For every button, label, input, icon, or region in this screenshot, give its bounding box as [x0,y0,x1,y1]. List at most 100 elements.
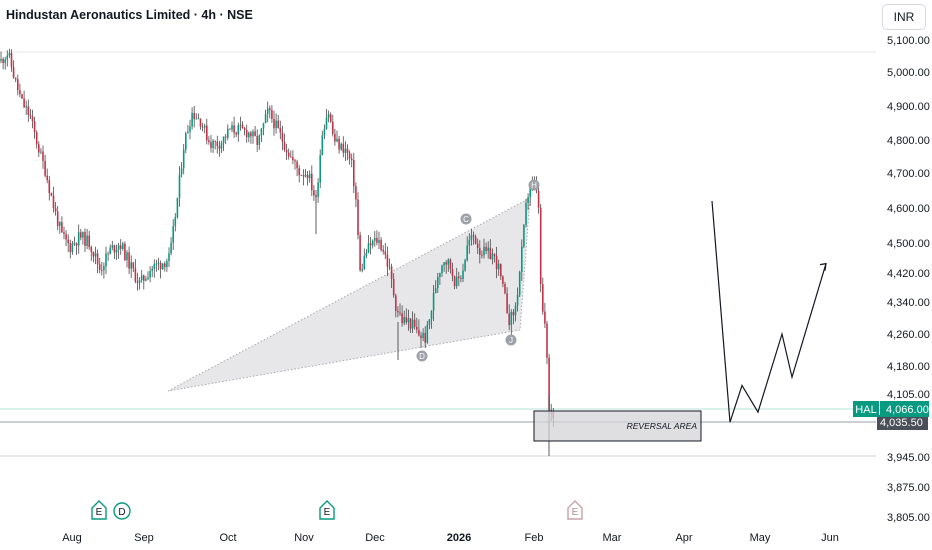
candle [243,128,246,130]
candle [92,252,95,257]
price-axis-bg [877,0,932,550]
price-tick-label: 4,700.00 [887,168,930,180]
candle [132,262,135,269]
reversal-area-box[interactable]: REVERSAL AREA [533,410,702,442]
candle [266,108,269,114]
candle [168,253,170,262]
earnings-icon[interactable]: E [567,500,583,520]
candle [334,133,336,142]
candle [117,245,120,250]
candle [466,245,468,261]
reversal-area-rect[interactable] [533,410,702,442]
candle [50,192,53,196]
candle [422,333,424,339]
projection-line[interactable] [711,200,827,423]
candle [42,151,44,161]
time-tick-label: May [750,532,771,544]
candle [197,118,200,120]
price-tick-label: 5,000.00 [887,67,930,79]
event-marker-letter: E [572,507,579,518]
candle [411,319,414,329]
candle [10,53,13,67]
candle [113,245,116,253]
candle [458,276,460,279]
time-tick-label: Feb [525,532,544,544]
candle [338,138,340,150]
candle [96,253,99,265]
candle [19,90,21,95]
candle [327,114,330,118]
candle [77,232,80,246]
candle [537,190,540,208]
candle [0,59,2,61]
candle [241,124,244,129]
pattern-point-c: C [460,213,472,225]
candle [487,247,489,251]
earnings-marker-shape [567,500,583,520]
candle [203,125,206,128]
candle [73,243,76,244]
candle [311,173,313,191]
candle [180,168,183,175]
time-tick-label: Aug [62,532,82,544]
candle [220,142,223,149]
price-tick-label: 5,100.00 [887,35,930,47]
candle [212,140,214,148]
candle [155,263,158,265]
candle [56,211,59,226]
projection-path[interactable] [711,200,827,423]
candle [359,235,361,271]
time-axis[interactable]: Aug Sep Oct Nov Dec 2026 Feb Mar Apr May Jun [62,532,839,544]
earnings-icon[interactable]: E [91,500,107,520]
candle [445,262,447,265]
candle [510,312,513,325]
candle [407,318,410,323]
candle [218,146,221,149]
candle [214,140,216,142]
candle [321,135,324,156]
chart-title: Hindustan Aeronautics Limited · 4h · NSE [6,8,253,22]
price-tick-label: 4,180.00 [887,361,930,373]
currency-button[interactable]: INR [882,4,926,30]
candle [6,55,9,60]
candle [122,243,124,249]
candle [258,135,261,145]
candle [71,243,74,253]
candle [189,126,191,132]
candle [302,175,305,177]
candle [191,112,193,127]
candle [304,175,307,177]
earnings-marker-shape [319,500,335,520]
symbol-tag-label: HAL [855,404,876,416]
time-tick-label: Dec [365,532,385,544]
candle [395,295,397,311]
price-axis[interactable]: 5,100.00 5,000.00 4,900.00 4,800.00 4,700.00… [853,0,932,550]
candle [497,263,500,270]
candle [283,141,286,150]
candle [296,161,298,169]
candle [399,312,401,314]
candle [157,262,160,264]
price-tick-label: 3,945.00 [887,452,930,464]
candle [86,235,88,246]
candle [235,132,237,135]
candle [516,295,519,306]
candle [54,208,57,212]
candle [495,255,498,270]
candle [107,253,109,255]
dividend-icon[interactable]: D [113,502,131,520]
candle [17,79,19,91]
candle [25,106,27,108]
candle [256,136,258,145]
candle [409,318,412,329]
candle [437,276,439,288]
candle [94,253,97,257]
candle [298,168,300,176]
candle [313,190,315,196]
candle [182,149,185,169]
earnings-icon[interactable]: E [319,500,335,520]
candle [4,59,6,63]
candle [353,160,355,187]
